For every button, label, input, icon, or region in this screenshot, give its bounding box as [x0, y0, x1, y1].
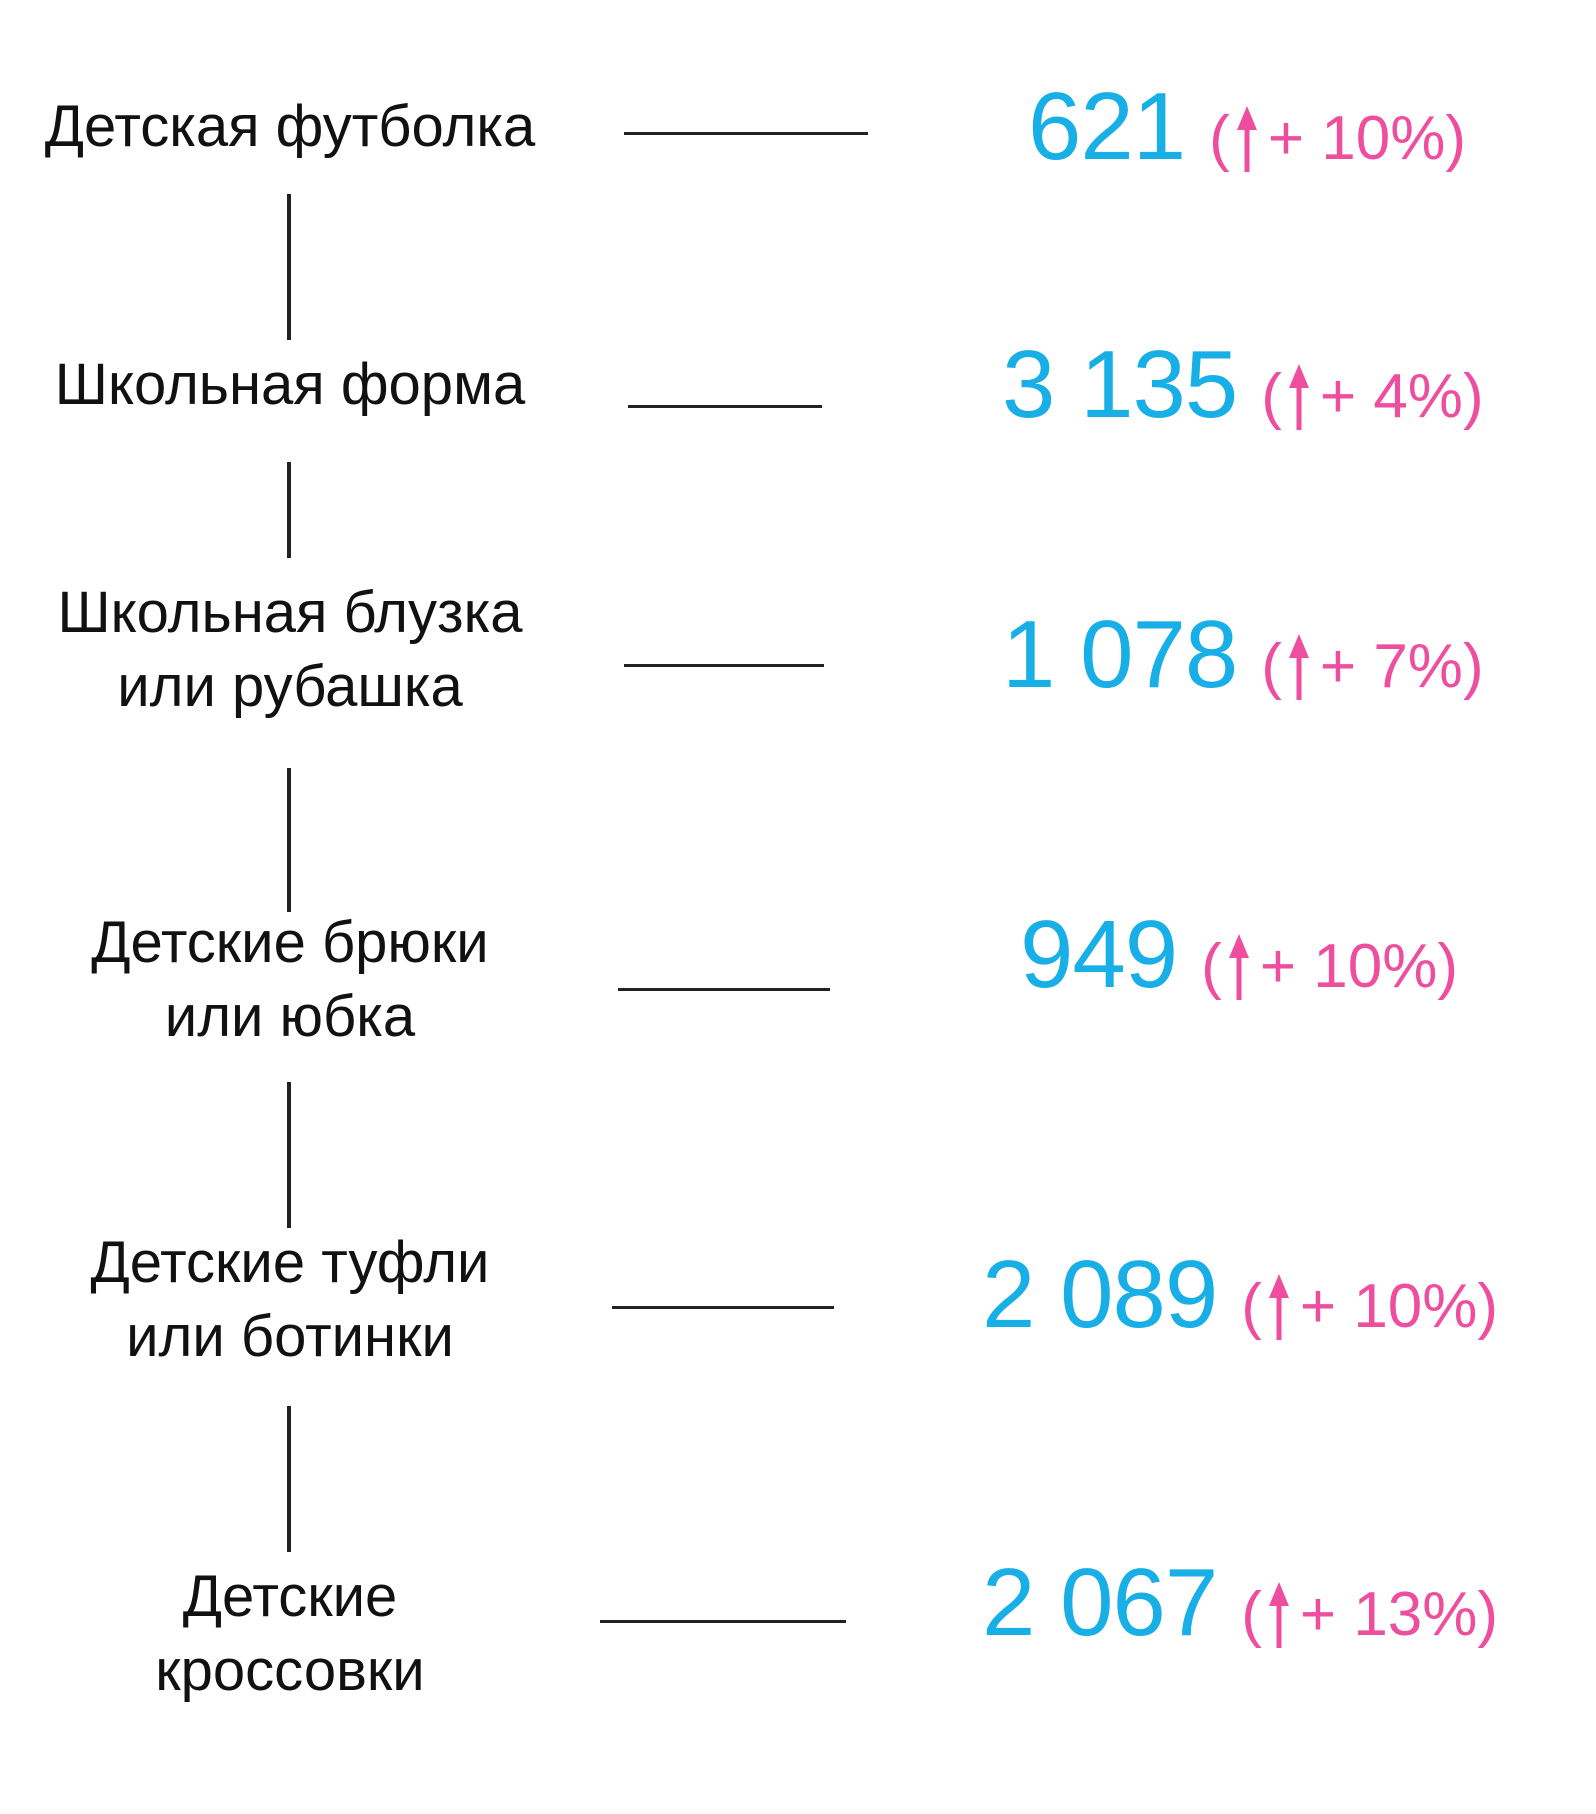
- item-label-line: Школьная форма: [54, 352, 526, 417]
- open-paren: (: [1241, 1580, 1262, 1649]
- close-paren: ): [1462, 362, 1484, 431]
- item-value: 1 078 ( + 7% ): [1002, 600, 1484, 722]
- item-change: ( + 13% ): [1241, 1560, 1498, 1670]
- item-label-line: Детские: [182, 1564, 398, 1629]
- open-paren: (: [1261, 362, 1282, 431]
- item-label-line: или юбка: [164, 984, 416, 1049]
- item-number: 2 067: [982, 1549, 1218, 1656]
- item-label: Школьная блузка или рубашка: [0, 576, 580, 724]
- open-paren: (: [1241, 1272, 1262, 1341]
- arrow-up-icon: [1288, 632, 1310, 702]
- item-number: 1 078: [1002, 601, 1238, 708]
- item-label: Детские кроссовки: [0, 1560, 580, 1708]
- close-paren: ): [1477, 1272, 1499, 1341]
- connector-line: [612, 1306, 834, 1309]
- item-label-line: Детская футболка: [44, 94, 536, 159]
- arrow-up-icon: [1236, 104, 1258, 174]
- connector-line: [624, 132, 868, 135]
- item-value: 2 067 ( + 13% ): [982, 1548, 1498, 1670]
- item-label-line: кроссовки: [155, 1638, 425, 1703]
- connector-line: [618, 988, 830, 991]
- item-label: Детские туфли или ботинки: [0, 1226, 580, 1374]
- change-text: + 7%: [1319, 632, 1463, 701]
- close-paren: ): [1437, 932, 1459, 1001]
- item-change: ( + 4% ): [1261, 342, 1483, 452]
- close-paren: ): [1462, 632, 1484, 701]
- change-text: + 10%: [1299, 1272, 1478, 1341]
- arrow-up-icon: [1288, 362, 1310, 432]
- item-number: 621: [1028, 73, 1186, 180]
- item-value: 2 089 ( + 10% ): [982, 1240, 1498, 1362]
- open-paren: (: [1209, 104, 1230, 173]
- item-change: ( + 10% ): [1241, 1252, 1498, 1362]
- connector-line: [624, 664, 824, 667]
- arrow-up-icon: [1268, 1580, 1290, 1650]
- item-label: Детские брюки или юбка: [0, 906, 580, 1054]
- vertical-connector: [287, 1406, 291, 1552]
- item-number: 2 089: [982, 1241, 1218, 1348]
- item-change: ( + 10% ): [1201, 912, 1458, 1022]
- item-value: 3 135 ( + 4% ): [1002, 330, 1484, 452]
- item-label: Детская футболка: [0, 90, 580, 164]
- change-text: + 4%: [1319, 362, 1463, 431]
- connector-line: [600, 1620, 846, 1623]
- item-label-line: Детские брюки: [91, 910, 489, 975]
- item-change: ( + 10% ): [1209, 84, 1466, 194]
- item-change: ( + 7% ): [1261, 612, 1483, 722]
- item-value: 949 ( + 10% ): [1020, 900, 1458, 1022]
- vertical-connector: [287, 194, 291, 340]
- change-text: + 10%: [1259, 932, 1438, 1001]
- item-label-line: или ботинки: [126, 1304, 454, 1369]
- change-text: + 13%: [1299, 1580, 1478, 1649]
- item-label-line: Детские туфли: [90, 1230, 490, 1295]
- vertical-connector: [287, 768, 291, 912]
- open-paren: (: [1201, 932, 1222, 1001]
- arrow-up-icon: [1228, 932, 1250, 1002]
- item-number: 3 135: [1002, 331, 1238, 438]
- close-paren: ): [1445, 104, 1467, 173]
- item-value: 621 ( + 10% ): [1028, 72, 1466, 194]
- item-number: 949: [1020, 901, 1178, 1008]
- change-text: + 10%: [1267, 104, 1446, 173]
- open-paren: (: [1261, 632, 1282, 701]
- vertical-connector: [287, 462, 291, 558]
- item-label-line: Школьная блузка: [57, 580, 523, 645]
- arrow-up-icon: [1268, 1272, 1290, 1342]
- item-label: Школьная форма: [0, 348, 580, 422]
- item-label-line: или рубашка: [117, 654, 463, 719]
- close-paren: ): [1477, 1580, 1499, 1649]
- connector-line: [628, 405, 822, 408]
- vertical-connector: [287, 1082, 291, 1228]
